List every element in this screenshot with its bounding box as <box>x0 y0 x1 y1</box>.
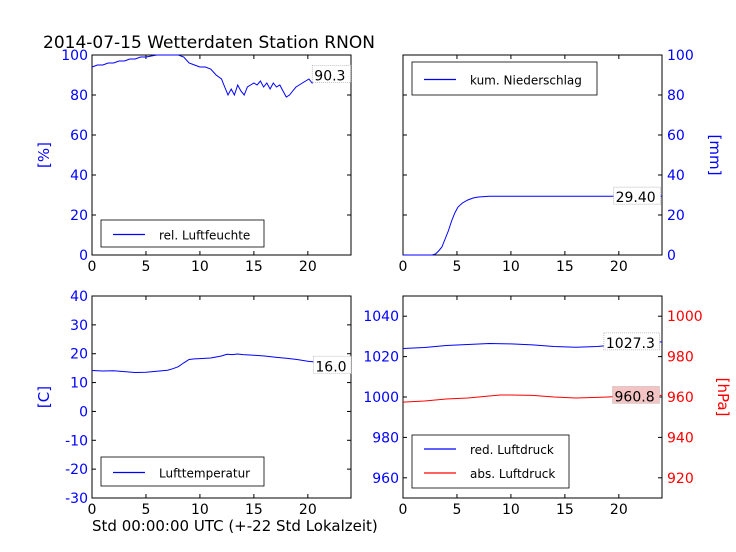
y-tick-label: 0 <box>667 248 676 264</box>
y-tick-label: 80 <box>667 88 685 104</box>
legend-label: abs. Luftdruck <box>470 467 555 481</box>
x-tick-label: 0 <box>399 502 408 518</box>
y-axis-label: [C] <box>35 386 53 408</box>
x-tick-label: 15 <box>556 259 574 275</box>
annotation-box <box>312 355 352 374</box>
y-tick-label: 0 <box>79 404 88 420</box>
y-tick-label: 10 <box>70 376 88 392</box>
y-tick-label: 30 <box>70 318 88 334</box>
y-tick-label: 40 <box>70 289 88 305</box>
y-tick-label: -30 <box>65 491 88 507</box>
annotation-label: 960.8 <box>615 389 655 405</box>
series-line-0 <box>91 353 352 374</box>
x-tick-label: 5 <box>141 259 150 275</box>
y-right-tick-label: 980 <box>667 350 694 366</box>
annotation-box <box>603 332 660 351</box>
x-tick-label: 15 <box>556 502 574 518</box>
x-tick-label: 15 <box>245 259 263 275</box>
x-tick-label: 20 <box>610 259 628 275</box>
x-tick-label: 20 <box>610 502 628 518</box>
y-tick-label: 0 <box>79 248 88 264</box>
annotation-box <box>612 385 660 404</box>
legend: Lufttemperatur <box>100 456 265 487</box>
y-tick-label: 1020 <box>363 350 399 366</box>
legend-label: red. Luftdruck <box>470 443 554 457</box>
plot-frame <box>91 295 352 499</box>
y-right-tick-label: 920 <box>667 471 694 487</box>
y-tick-label: 60 <box>667 128 685 144</box>
y-tick-label: 100 <box>667 48 694 64</box>
panel-humidity: 0 5 10 15 20 0 20 40 60 80 100 [%] 90.3 rel. Luftfeuc… <box>35 48 352 275</box>
x-tick-label: 0 <box>399 259 408 275</box>
annotation-label: 1027.3 <box>606 336 655 352</box>
y-tick-label: -20 <box>65 462 88 478</box>
legend-frame <box>411 434 570 489</box>
y-tick-label: 100 <box>61 48 88 64</box>
y-tick-label: 20 <box>70 208 88 224</box>
legend-label: kum. Niederschlag <box>470 74 582 88</box>
legend-frame <box>100 219 265 248</box>
annotation-label: 29.40 <box>616 190 656 206</box>
panel-temperature: 0 5 10 15 20 -30 -20 -10 0 10 20 30 40 [C] 16.0 Lufttem… <box>35 289 352 518</box>
x-tick-label: 20 <box>299 259 317 275</box>
annotation-label: 90.3 <box>314 68 345 84</box>
y-tick-label: 1000 <box>363 390 399 406</box>
legend: kum. Niederschlag <box>411 61 598 96</box>
legend-frame <box>411 61 598 96</box>
x-tick-label: 5 <box>452 259 461 275</box>
y-tick-label: 980 <box>372 430 399 446</box>
y-tick-label: 40 <box>70 168 88 184</box>
x-tick-label: 10 <box>191 259 209 275</box>
x-tick-label: 5 <box>141 502 150 518</box>
x-tick-label: 15 <box>245 502 263 518</box>
legend-frame <box>100 456 265 487</box>
series-line-0 <box>403 195 662 256</box>
x-tick-label: 5 <box>452 502 461 518</box>
x-tick-label: 10 <box>502 502 520 518</box>
x-tick-label: 0 <box>88 502 97 518</box>
y-right-tick-label: 1000 <box>667 309 703 325</box>
legend-label: rel. Luftfeuchte <box>159 229 250 243</box>
y-axis-label: [mm] <box>706 135 724 176</box>
y-right-tick-label: 940 <box>667 430 694 446</box>
y-axis-label: [%] <box>35 142 53 168</box>
legend: red. Luftdruck abs. Luftdruck <box>411 434 570 489</box>
plot-frame <box>402 54 663 256</box>
annotation-label: 16.0 <box>315 359 346 375</box>
x-tick-label: 10 <box>191 502 209 518</box>
x-tick-label: 0 <box>88 259 97 275</box>
y-tick-label: 40 <box>667 168 685 184</box>
y-tick-label: 960 <box>372 471 399 487</box>
figure-x-axis-label: Std 00:00:00 UTC (+-22 Std Lokalzeit) <box>92 517 378 535</box>
figure-title: 2014-07-15 Wetterdaten Station RNON <box>43 33 375 53</box>
annotation-box <box>613 186 661 205</box>
y-tick-label: 20 <box>70 347 88 363</box>
legend-label: Lufttemperatur <box>159 467 250 481</box>
y-tick-label: -10 <box>65 433 88 449</box>
legend: rel. Luftfeuchte <box>100 219 265 248</box>
y-tick-label: 20 <box>667 208 685 224</box>
y-tick-label: 1040 <box>363 309 399 325</box>
y-tick-label: 60 <box>70 128 88 144</box>
y-axis-label-right: [hPa] <box>714 378 732 417</box>
panel-precipitation: 0 5 10 15 20 0 20 40 60 80 100 [mm] 29.40 kum. Nieder… <box>399 48 724 275</box>
y-tick-label: 80 <box>70 88 88 104</box>
panel-pressure: 0 5 10 15 20 960 980 1000 1020 1040 920 940 960 980 10… <box>363 295 732 518</box>
annotation-box <box>311 65 352 83</box>
plot-frame <box>91 54 352 256</box>
x-tick-label: 10 <box>502 259 520 275</box>
y-right-tick-label: 960 <box>667 390 694 406</box>
x-tick-label: 20 <box>299 502 317 518</box>
